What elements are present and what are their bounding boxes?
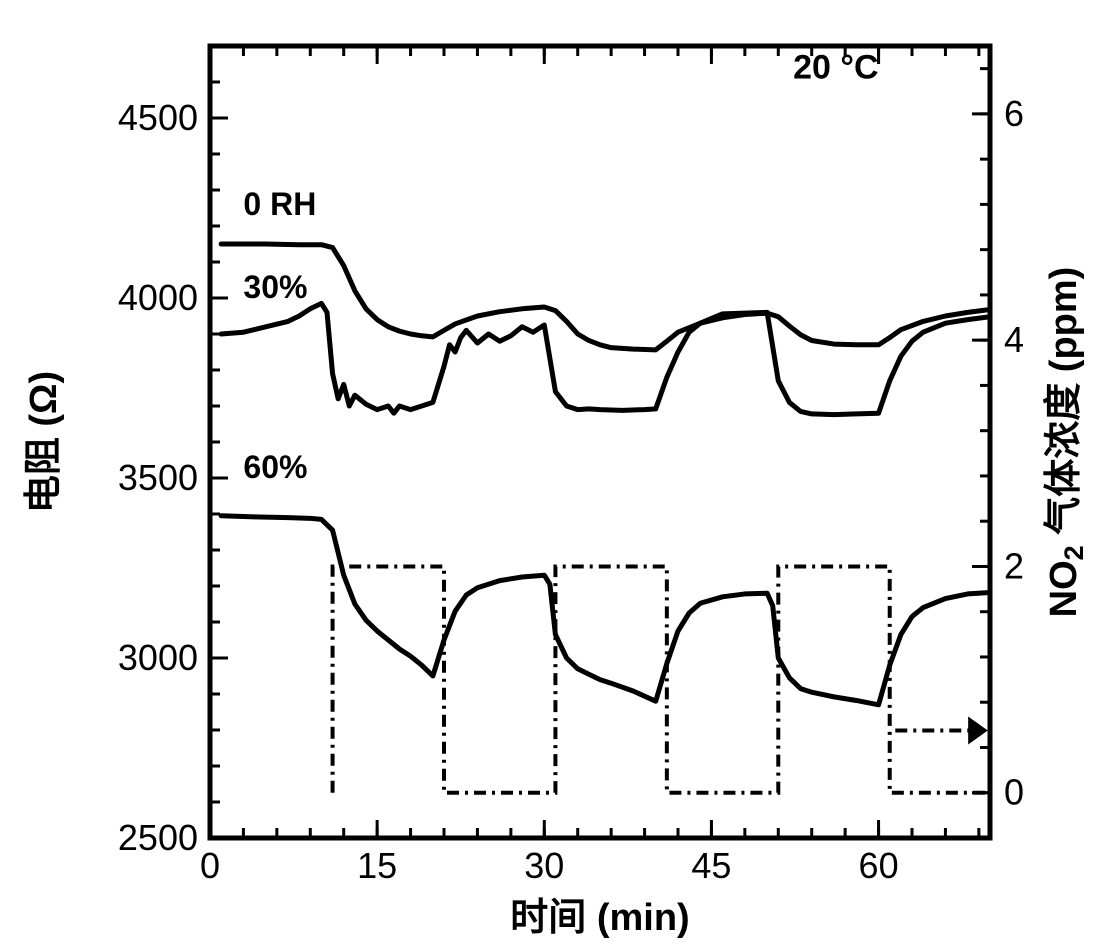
y-right-tick-label: 2 bbox=[1004, 545, 1024, 586]
y-right-axis-label: NO2 气体浓度 (ppm) bbox=[1043, 267, 1089, 618]
annotation-temp: 20 °C bbox=[793, 48, 878, 86]
annotation-rh60: 60% bbox=[243, 449, 307, 485]
x-tick-label: 15 bbox=[357, 845, 397, 886]
chart-container: 0 15 30 45 60 2500 3000 3500 4000 4500 0 2 4 6 时间 (min… bbox=[0, 0, 1110, 952]
x-tick-label: 30 bbox=[524, 845, 564, 886]
x-tick-label: 45 bbox=[691, 845, 731, 886]
y-left-tick-label: 3500 bbox=[118, 457, 198, 498]
y-left-tick-label: 3000 bbox=[118, 637, 198, 678]
y-left-tick-label: 2500 bbox=[118, 817, 198, 858]
x-tick-label: 0 bbox=[200, 845, 220, 886]
annotation-rh0: 0 RH bbox=[243, 186, 316, 222]
y-right-tick-label: 4 bbox=[1004, 319, 1024, 360]
y-left-tick-label: 4000 bbox=[118, 277, 198, 318]
y-right-tick-label: 0 bbox=[1004, 772, 1024, 813]
x-tick-label: 60 bbox=[859, 845, 899, 886]
y-left-axis-label: 电阻 (Ω) bbox=[23, 371, 65, 513]
y-right-tick-label: 6 bbox=[1004, 93, 1024, 134]
annotation-rh30: 30% bbox=[243, 269, 307, 305]
y-left-tick-label: 4500 bbox=[118, 97, 198, 138]
x-axis-label: 时间 (min) bbox=[510, 897, 689, 939]
chart-svg: 0 15 30 45 60 2500 3000 3500 4000 4500 0 2 4 6 时间 (min… bbox=[0, 0, 1110, 952]
